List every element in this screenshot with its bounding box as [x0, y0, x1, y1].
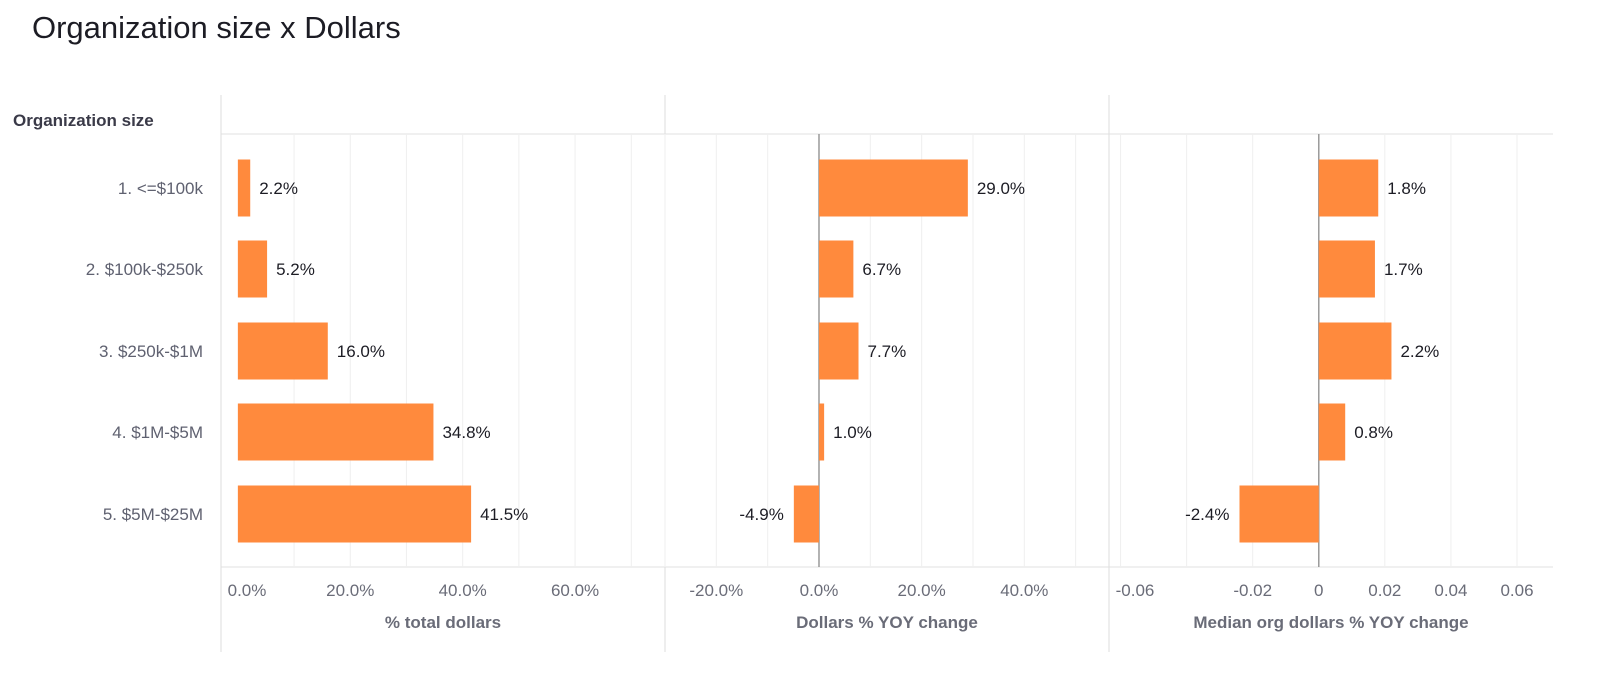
data-label: 41.5%	[480, 505, 528, 524]
row-label: 1. <=$100k	[118, 179, 204, 198]
x-tick-label: 0.0%	[800, 581, 839, 600]
bar	[1318, 159, 1379, 217]
bars-layer	[237, 159, 1392, 543]
data-label: 34.8%	[442, 423, 490, 442]
bar	[818, 240, 854, 298]
data-label: 1.8%	[1387, 179, 1426, 198]
x-tick-label: 0.04	[1434, 581, 1467, 600]
x-axis-title: Median org dollars % YOY change	[1193, 613, 1468, 632]
data-label: 6.7%	[862, 260, 901, 279]
row-label: 5. $5M-$25M	[103, 505, 203, 524]
bar	[1318, 322, 1392, 380]
text-layer: 1. <=$100k 2. $100k-$250k 3. $250k-$1M 4. $…	[86, 179, 1534, 632]
x-tick-label: 20.0%	[326, 581, 374, 600]
data-label: -4.9%	[739, 505, 783, 524]
data-label: 7.7%	[868, 342, 907, 361]
x-axis-title: Dollars % YOY change	[796, 613, 978, 632]
x-tick-label: 40.0%	[439, 581, 487, 600]
bar	[793, 485, 819, 543]
x-tick-label: 40.0%	[1000, 581, 1048, 600]
x-tick-label: 60.0%	[551, 581, 599, 600]
bar	[237, 485, 472, 543]
x-tick-label: 0	[1314, 581, 1323, 600]
bar	[1318, 403, 1346, 461]
x-tick-label: -0.06	[1116, 581, 1155, 600]
y-axis-title: Organization size	[13, 111, 154, 130]
bar	[237, 322, 328, 380]
x-tick-label: 20.0%	[898, 581, 946, 600]
bar	[818, 159, 968, 217]
row-label: 2. $100k-$250k	[86, 260, 204, 279]
data-label: 2.2%	[1400, 342, 1439, 361]
x-tick-label: 0.06	[1500, 581, 1533, 600]
data-label: 16.0%	[337, 342, 385, 361]
x-tick-label: -0.02	[1233, 581, 1272, 600]
x-tick-label: 0.02	[1368, 581, 1401, 600]
x-tick-label: -20.0%	[689, 581, 743, 600]
bar	[1239, 485, 1319, 543]
data-label: 1.0%	[833, 423, 872, 442]
chart-title: Organization size x Dollars	[32, 10, 401, 45]
data-label: 1.7%	[1384, 260, 1423, 279]
bar	[818, 403, 825, 461]
x-axis-title: % total dollars	[385, 613, 501, 632]
row-label: 3. $250k-$1M	[99, 342, 203, 361]
data-label: -2.4%	[1185, 505, 1229, 524]
bar	[237, 403, 434, 461]
bar	[1318, 240, 1375, 298]
data-label: 0.8%	[1354, 423, 1393, 442]
bar	[237, 240, 268, 298]
x-tick-label: 0.0%	[228, 581, 267, 600]
data-label: 5.2%	[276, 260, 315, 279]
data-label: 2.2%	[259, 179, 298, 198]
bar	[818, 322, 859, 380]
row-label: 4. $1M-$5M	[112, 423, 203, 442]
data-label: 29.0%	[977, 179, 1025, 198]
bar	[237, 159, 251, 217]
